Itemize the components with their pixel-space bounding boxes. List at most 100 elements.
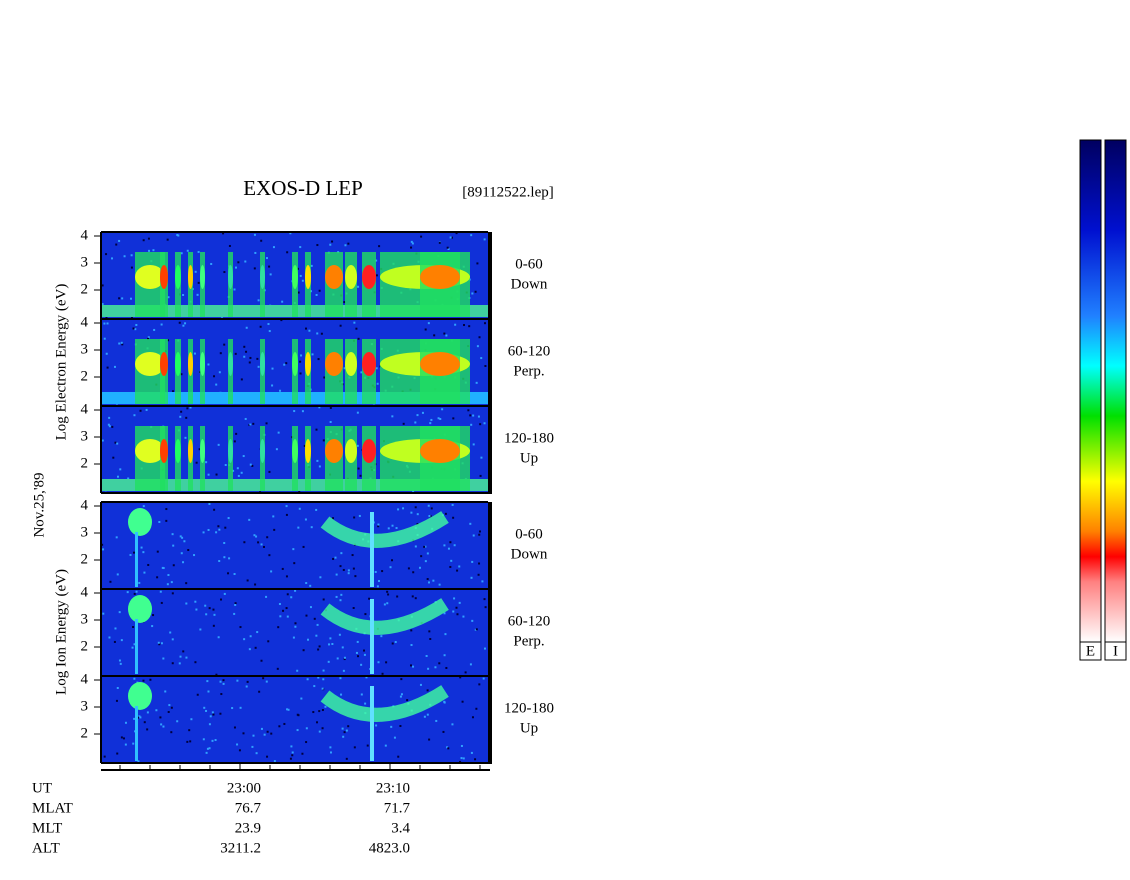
noise — [355, 327, 358, 330]
streak-core — [292, 439, 298, 463]
noise — [132, 327, 135, 330]
noise — [286, 593, 289, 596]
noise — [267, 323, 270, 326]
noise — [118, 239, 121, 242]
noise — [257, 541, 260, 544]
noise — [234, 352, 237, 355]
noise — [234, 266, 237, 269]
noise — [286, 615, 289, 618]
noise — [207, 528, 210, 531]
arc — [320, 598, 449, 635]
streak-core — [135, 352, 165, 376]
noise — [412, 490, 415, 493]
noise — [271, 367, 274, 370]
noise — [318, 406, 321, 409]
noise — [281, 567, 284, 570]
streak — [370, 599, 374, 674]
noise — [420, 235, 423, 238]
noise — [111, 257, 114, 260]
panel-range: 0-60 — [515, 526, 543, 542]
noise — [275, 448, 278, 451]
noise — [294, 589, 297, 592]
noise — [277, 431, 280, 434]
noise — [424, 328, 427, 331]
noise — [207, 473, 210, 476]
noise — [318, 710, 321, 713]
noise — [339, 565, 342, 568]
panel-edge — [488, 502, 492, 589]
noise — [357, 285, 360, 288]
noise — [160, 323, 163, 326]
noise — [130, 266, 133, 269]
noise — [299, 360, 302, 363]
noise — [124, 743, 127, 746]
noise — [363, 653, 366, 656]
noise — [197, 250, 200, 253]
noise — [233, 612, 236, 615]
noise — [159, 590, 162, 593]
streak-core — [175, 352, 181, 376]
noise — [298, 507, 301, 510]
noise — [318, 289, 321, 292]
noise — [171, 592, 174, 595]
noise — [318, 465, 321, 468]
noise — [353, 516, 356, 519]
noise — [195, 461, 198, 464]
noise — [207, 690, 210, 693]
noise — [218, 528, 221, 531]
noise — [218, 560, 221, 563]
y-tick-label: 3 — [81, 611, 89, 627]
noise — [243, 345, 246, 348]
noise — [240, 378, 243, 381]
noise — [171, 638, 174, 641]
noise — [347, 572, 350, 575]
noise — [114, 627, 117, 630]
noise — [166, 583, 169, 586]
noise — [179, 535, 182, 538]
noise — [249, 423, 252, 426]
streak-core — [420, 265, 460, 289]
streak-core — [188, 265, 193, 289]
panel-direction: Perp. — [513, 633, 544, 649]
noise — [132, 626, 135, 629]
noise — [130, 316, 133, 319]
noise — [194, 661, 197, 664]
noise — [189, 740, 192, 743]
noise — [195, 608, 198, 611]
noise — [319, 576, 322, 579]
colorbar — [1079, 139, 1102, 643]
noise — [310, 264, 313, 267]
noise — [219, 352, 222, 355]
noise — [223, 556, 226, 559]
noise — [118, 611, 121, 614]
noise — [218, 371, 221, 374]
noise — [399, 724, 402, 727]
colorbar-label: E — [1086, 643, 1095, 659]
noise — [285, 362, 288, 365]
noise — [156, 550, 159, 553]
noise — [248, 648, 251, 651]
noise — [299, 274, 302, 277]
noise — [472, 534, 475, 537]
noise — [140, 546, 143, 549]
noise — [412, 571, 415, 574]
noise — [138, 581, 141, 584]
y-tick-label: 3 — [81, 254, 89, 270]
noise — [462, 757, 465, 760]
noise — [266, 536, 269, 539]
noise — [112, 456, 115, 459]
noise — [119, 662, 122, 665]
noise — [217, 525, 220, 528]
noise — [420, 555, 423, 558]
noise — [309, 584, 312, 587]
noise — [427, 504, 430, 507]
streak — [135, 619, 138, 674]
noise — [101, 303, 104, 306]
noise — [317, 676, 320, 679]
noise — [470, 234, 473, 237]
noise — [453, 544, 456, 547]
noise — [360, 663, 363, 666]
noise — [142, 679, 145, 682]
noise — [410, 511, 413, 514]
